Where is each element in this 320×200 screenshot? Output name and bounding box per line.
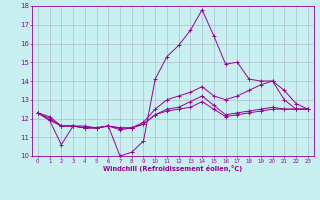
X-axis label: Windchill (Refroidissement éolien,°C): Windchill (Refroidissement éolien,°C) xyxy=(103,165,243,172)
